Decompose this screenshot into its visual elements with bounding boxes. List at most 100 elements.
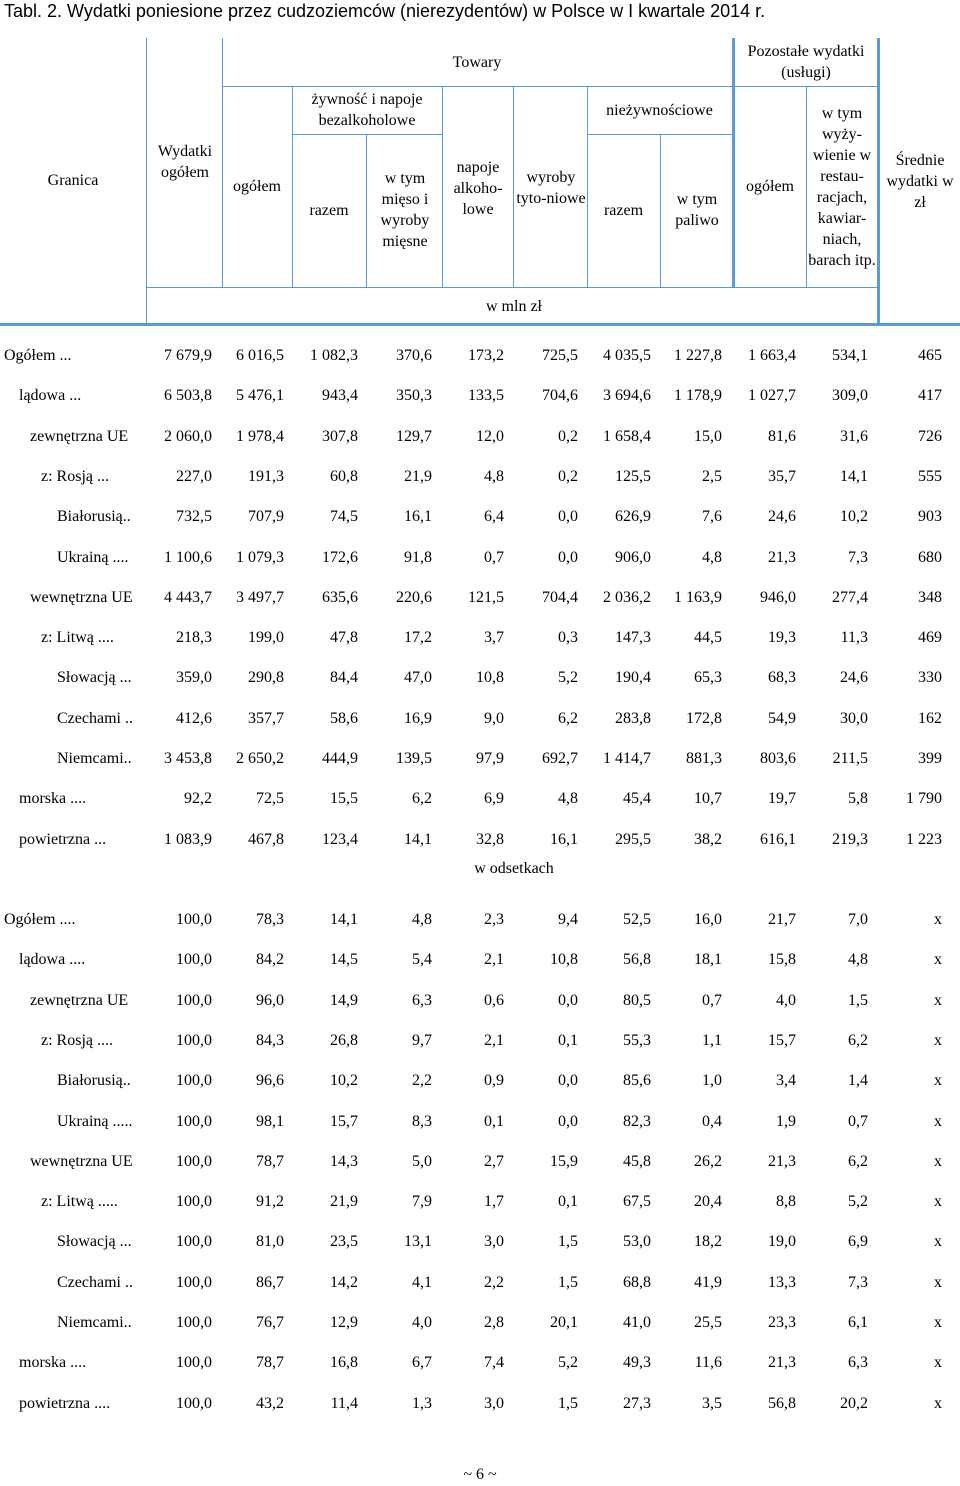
table-cell: 49,3 xyxy=(623,1354,651,1372)
table-cell: 85,6 xyxy=(623,1072,651,1090)
table-cell: 52,5 xyxy=(623,911,651,928)
table-cell: 943,4 xyxy=(322,387,358,405)
table-row: z: Rosją ... 227,0 191,3 60,8 21,9 4,8 0,2 125,… xyxy=(0,466,960,488)
table-cell: 2,5 xyxy=(702,467,722,485)
table-cell: 41,9 xyxy=(694,1273,722,1291)
row-label: z: Litwą .... xyxy=(41,629,114,647)
table-cell: 309,0 xyxy=(832,387,868,405)
table-cell: 123,4 xyxy=(322,830,358,848)
table-cell: 218,3 xyxy=(176,629,212,647)
table-cell: 45,8 xyxy=(623,1152,651,1170)
table-cell: 2,2 xyxy=(484,1273,504,1291)
header-niez-razem: razem xyxy=(603,201,644,219)
table-cell: 19,0 xyxy=(768,1233,796,1251)
table-cell: 626,9 xyxy=(615,508,651,526)
table-cell: 6,9 xyxy=(848,1233,868,1251)
table-cell: 0,6 xyxy=(484,991,504,1009)
table-cell: 10,8 xyxy=(550,951,578,969)
row-label: Ogółem ... xyxy=(4,347,72,364)
table-cell: 10,8 xyxy=(476,669,504,687)
table-cell: 1,9 xyxy=(776,1112,796,1130)
table-cell: 1,5 xyxy=(848,991,868,1009)
table-cell: x xyxy=(934,1031,942,1049)
table-cell: 10,2 xyxy=(330,1072,358,1090)
divider xyxy=(806,86,807,287)
table-cell: 3,5 xyxy=(702,1394,722,1412)
table-cell: 7,6 xyxy=(702,508,722,526)
table-cell: 220,6 xyxy=(396,588,432,606)
table-cell: 412,6 xyxy=(176,709,212,727)
table-cell: 18,1 xyxy=(694,951,722,969)
table-cell: 139,5 xyxy=(396,750,432,767)
table-cell: 91,8 xyxy=(404,548,432,566)
table-cell: 15,0 xyxy=(694,427,722,445)
row-label: z: Litwą ..... xyxy=(41,1193,118,1211)
table-cell: 1 658,4 xyxy=(603,427,651,445)
table-cell: 1 082,3 xyxy=(310,347,358,364)
table-row: Niemcami.. 100,0 76,7 12,9 4,0 2,8 20,1 41,0 25,… xyxy=(0,1312,960,1334)
table-cell: 60,8 xyxy=(330,467,358,485)
table-cell: 277,4 xyxy=(832,588,868,606)
row-label: Czechami .. xyxy=(57,709,133,727)
table-cell: 2,3 xyxy=(484,911,504,928)
table-cell: 58,6 xyxy=(330,709,358,727)
table-cell: 1 227,8 xyxy=(674,347,722,364)
table-cell: 21,9 xyxy=(330,1193,358,1211)
table-cell: 67,5 xyxy=(623,1193,651,1211)
row-label: zewnętrzna UE xyxy=(30,427,129,445)
table-cell: 534,1 xyxy=(832,347,868,364)
table-cell: 32,8 xyxy=(476,830,504,848)
table-cell: 0,1 xyxy=(558,1031,578,1049)
table-cell: 100,0 xyxy=(176,1314,212,1331)
table-cell: 43,2 xyxy=(256,1394,284,1412)
table-cell: 4,8 xyxy=(702,548,722,566)
table-cell: 2,7 xyxy=(484,1152,504,1170)
table-cell: 5,4 xyxy=(412,951,432,969)
table-row: morska .... 100,0 78,7 16,8 6,7 7,4 5,2 49,3 11,… xyxy=(0,1352,960,1374)
table-cell: 31,6 xyxy=(840,427,868,445)
table-cell: 4 035,5 xyxy=(603,347,651,364)
table-cell: 100,0 xyxy=(176,1112,212,1130)
table-cell: 84,3 xyxy=(256,1031,284,1049)
table-cell: 100,0 xyxy=(176,991,212,1009)
table-cell: 283,8 xyxy=(615,709,651,727)
table-cell: 3 453,8 xyxy=(164,750,212,767)
table-cell: 121,5 xyxy=(468,588,504,606)
table-cell: 82,3 xyxy=(623,1112,651,1130)
table-cell: 0,7 xyxy=(484,548,504,566)
row-label: Białorusią.. xyxy=(57,1072,131,1090)
table-cell: 0,9 xyxy=(484,1072,504,1090)
table-cell: 6,1 xyxy=(848,1314,868,1331)
table-cell: 417 xyxy=(918,387,942,405)
table-cell: 56,8 xyxy=(768,1394,796,1412)
table-cell: 0,0 xyxy=(558,508,578,526)
table-cell: 80,5 xyxy=(623,991,651,1009)
table-cell: 20,2 xyxy=(840,1394,868,1412)
table-cell: 1,1 xyxy=(702,1031,722,1049)
table-cell: 68,3 xyxy=(768,669,796,687)
row-label: Słowacją ... xyxy=(57,669,132,687)
row-label: lądowa ... xyxy=(19,387,82,405)
table-cell: 6,2 xyxy=(412,790,432,808)
row-label: Czechami .. xyxy=(57,1273,133,1291)
table-cell: 23,3 xyxy=(768,1314,796,1331)
divider xyxy=(587,86,588,287)
table-cell: 350,3 xyxy=(396,387,432,405)
table-cell: 2 650,2 xyxy=(236,750,284,767)
table-cell: 15,7 xyxy=(768,1031,796,1049)
table-cell: 7,3 xyxy=(848,1273,868,1291)
table-cell: 803,6 xyxy=(760,750,796,767)
table-cell: x xyxy=(934,1233,942,1251)
divider xyxy=(513,86,514,287)
table-cell: 72,5 xyxy=(256,790,284,808)
table-cell: 6,2 xyxy=(848,1031,868,1049)
table-cell: x xyxy=(934,1072,942,1090)
table-cell: 1 663,4 xyxy=(748,347,796,364)
table-row: Niemcami.. 3 453,8 2 650,2 444,9 139,5 97,9 69… xyxy=(0,748,960,770)
row-label: Słowacją ... xyxy=(57,1233,132,1251)
table-cell: 30,0 xyxy=(840,709,868,727)
table-cell: 84,2 xyxy=(256,951,284,969)
table-cell: 54,9 xyxy=(768,709,796,727)
table-cell: 26,8 xyxy=(330,1031,358,1049)
table-cell: 399 xyxy=(918,750,942,767)
